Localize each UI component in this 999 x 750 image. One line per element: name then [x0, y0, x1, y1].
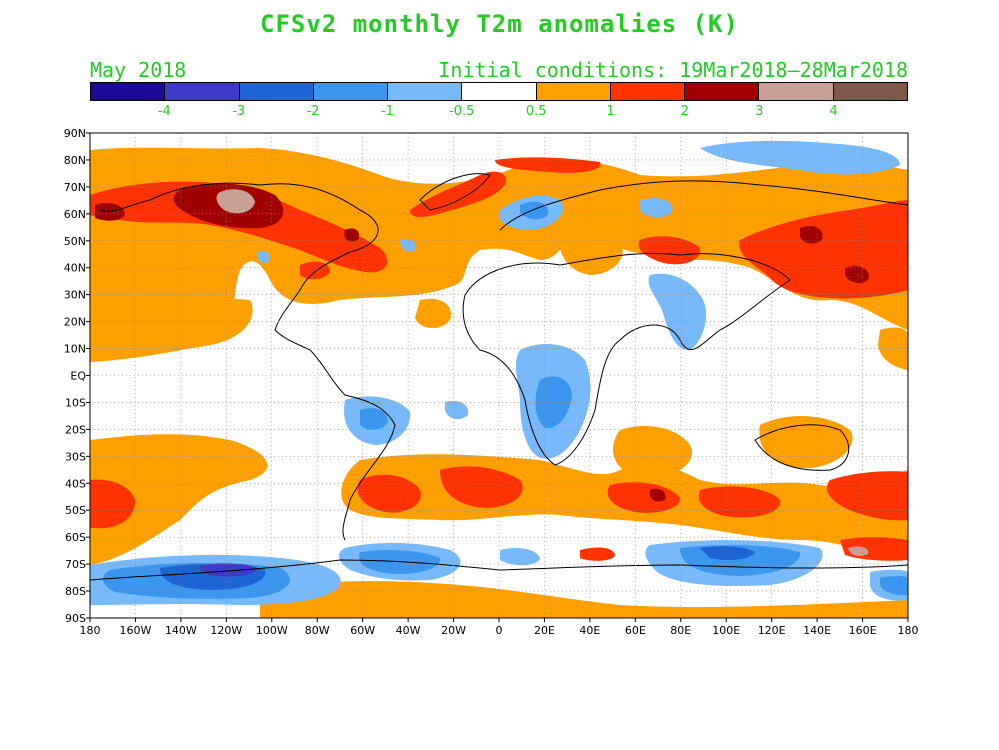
- lat-label: 50S: [65, 504, 86, 517]
- lon-label: 100W: [256, 624, 288, 637]
- colorbar-tick-label: -1: [380, 104, 394, 119]
- lat-label: 40S: [65, 477, 86, 490]
- lon-label: 160W: [120, 624, 152, 637]
- colorbar-segment: [239, 83, 314, 100]
- colorbar-segment: [388, 83, 463, 100]
- colorbar-segment: [313, 83, 389, 100]
- lat-label: 90N: [64, 127, 86, 140]
- lat-label: 70S: [65, 558, 86, 571]
- colorbar-tick-label: -2: [306, 104, 320, 119]
- lon-label: 180: [898, 624, 919, 637]
- lat-label: 20N: [64, 316, 86, 329]
- lat-label: 80N: [64, 154, 86, 167]
- lon-label: 120E: [758, 624, 786, 637]
- colorbar: [90, 82, 908, 101]
- colorbar-tick-label: 3: [755, 104, 764, 119]
- colorbar-segment: [759, 83, 834, 100]
- initial-conditions: Initial conditions: 19Mar2018–28Mar2018: [438, 58, 908, 82]
- lat-label: 10N: [64, 343, 86, 356]
- colorbar-tick-label: -3: [232, 104, 246, 119]
- lat-label: 10S: [65, 396, 86, 409]
- colorbar-segment: [685, 83, 760, 100]
- lon-label: 100E: [712, 624, 740, 637]
- lon-label: 140W: [165, 624, 197, 637]
- lon-label: 60W: [350, 624, 375, 637]
- longitude-labels: 180 160W 140W 120W 100W 80W 60W 40W 20W …: [80, 624, 919, 637]
- lat-label: 70N: [64, 181, 86, 194]
- lon-label: 60E: [625, 624, 646, 637]
- axis-ticks: [86, 132, 909, 622]
- colorbar-tick-label: 1: [606, 104, 615, 119]
- colorbar-tick-label: -0.5: [449, 104, 475, 119]
- colorbar-tick-label: 2: [680, 104, 690, 119]
- lat-label: 60S: [65, 531, 86, 544]
- lon-label: 20E: [534, 624, 555, 637]
- lon-label: 120W: [210, 624, 242, 637]
- lat-label: 60N: [64, 208, 86, 221]
- lon-label: 180: [80, 624, 101, 637]
- lon-label: 160E: [849, 624, 877, 637]
- colorbar-labels: -4 -3 -2 -1 -0.5 0.5 1 2 3 4: [90, 104, 908, 120]
- lat-label: 50N: [64, 235, 86, 248]
- chart-title: CFSv2 monthly T2m anomalies (K): [260, 10, 739, 38]
- lat-label: 40N: [64, 262, 86, 275]
- colorbar-tick-label: -4: [157, 104, 171, 119]
- colorbar-segment: [91, 83, 166, 100]
- graticule: [90, 133, 908, 618]
- lat-label: 30S: [65, 450, 86, 463]
- coastlines: [90, 173, 908, 581]
- lat-label: 30N: [64, 289, 86, 302]
- colorbar-tick-label: 0.5: [525, 104, 547, 119]
- lon-label: 0: [496, 624, 503, 637]
- colorbar-tick-label: 4: [829, 104, 838, 119]
- lon-label: 80W: [305, 624, 330, 637]
- lat-label: 80S: [65, 585, 86, 598]
- colorbar-segment: [833, 83, 907, 100]
- anomaly-fields: [90, 140, 908, 618]
- lon-label: 80E: [670, 624, 691, 637]
- lon-label: 20W: [441, 624, 466, 637]
- lon-label: 40E: [579, 624, 600, 637]
- colorbar-segment: [165, 83, 240, 100]
- lat-label: 20S: [65, 423, 86, 436]
- colorbar-segment: [610, 83, 686, 100]
- lat-label: EQ: [70, 370, 86, 383]
- lon-label: 40W: [396, 624, 421, 637]
- lon-label: 140E: [803, 624, 831, 637]
- colorbar-segment: [536, 83, 611, 100]
- colorbar-segment: [462, 83, 537, 100]
- forecast-month: May 2018: [90, 58, 187, 82]
- latitude-labels: 90N 80N 70N 60N 50N 40N 30N 20N 10N EQ 1…: [64, 127, 87, 625]
- lat-label: 90S: [65, 612, 86, 625]
